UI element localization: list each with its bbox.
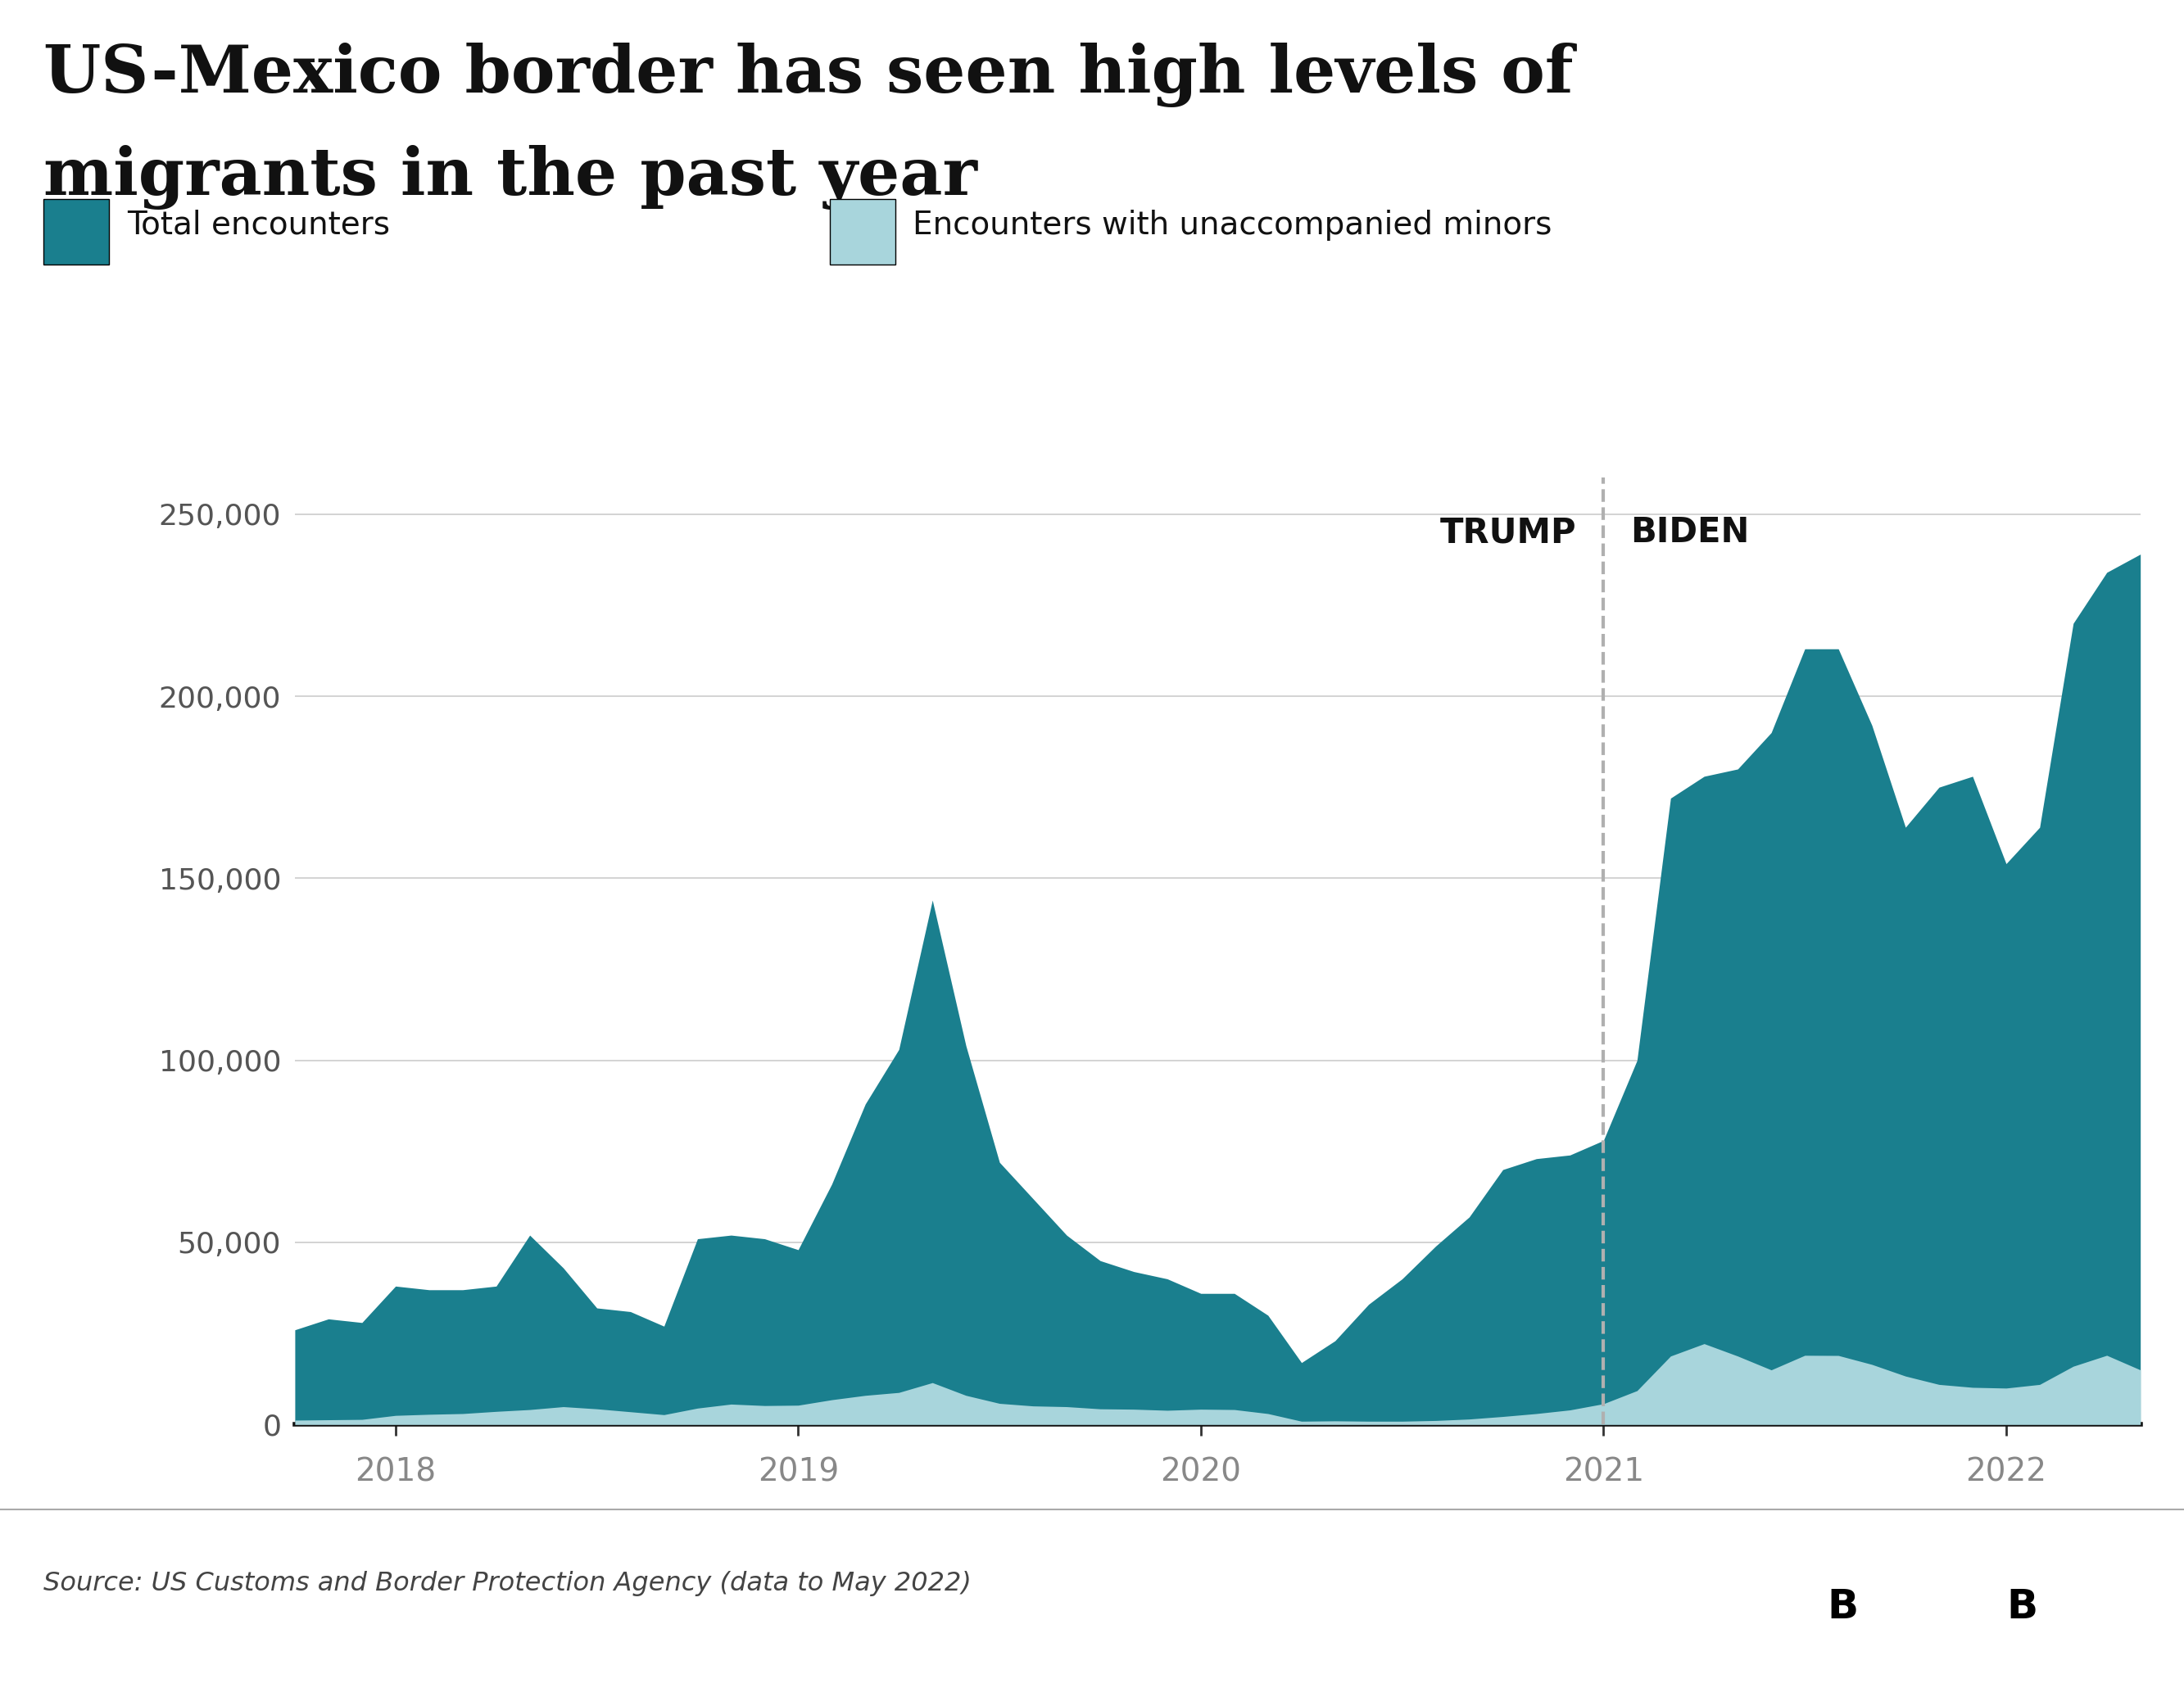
FancyBboxPatch shape [1937, 1551, 2108, 1663]
Text: Total encounters: Total encounters [127, 210, 389, 241]
Text: B: B [2007, 1587, 2038, 1628]
Text: Source: US Customs and Border Protection Agency (data to May 2022): Source: US Customs and Border Protection… [44, 1571, 972, 1595]
Text: migrants in the past year: migrants in the past year [44, 145, 978, 210]
FancyBboxPatch shape [2116, 1551, 2184, 1663]
Text: Encounters with unaccompanied minors: Encounters with unaccompanied minors [913, 210, 1553, 241]
FancyBboxPatch shape [1758, 1551, 1928, 1663]
Text: BIDEN: BIDEN [1629, 515, 1749, 549]
Text: TRUMP: TRUMP [1439, 515, 1577, 549]
Text: B: B [1828, 1587, 1859, 1628]
Text: US-Mexico border has seen high levels of: US-Mexico border has seen high levels of [44, 43, 1575, 107]
